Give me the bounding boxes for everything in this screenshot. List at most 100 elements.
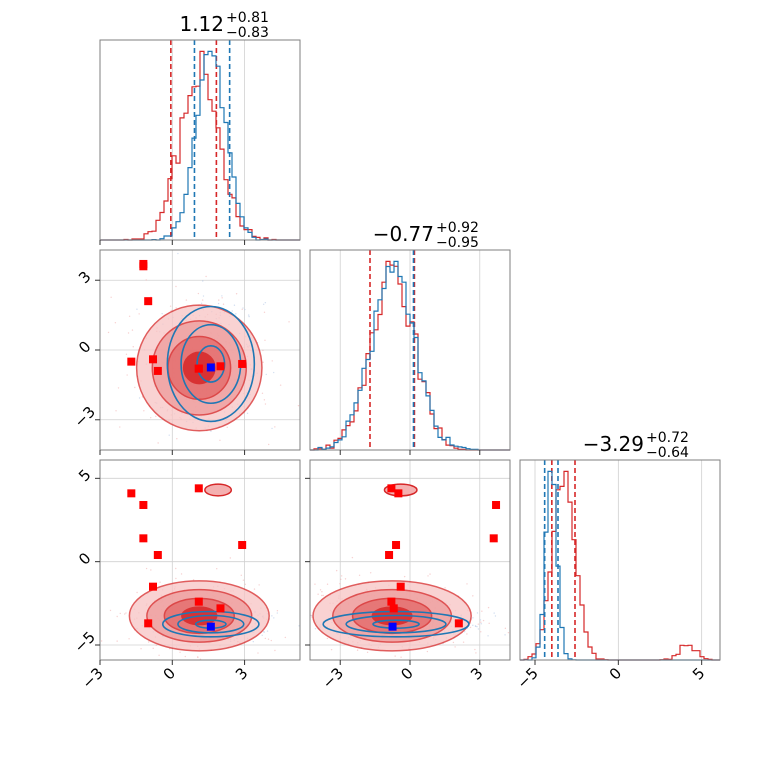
sample-point — [132, 346, 134, 348]
sample-point — [158, 654, 160, 656]
sample-point — [474, 648, 476, 651]
sample-point — [119, 426, 121, 428]
marker-red — [396, 582, 405, 591]
marker-red — [385, 551, 394, 559]
sample-point — [219, 439, 221, 441]
sample-point — [125, 612, 127, 614]
sample-point — [263, 311, 266, 313]
sample-point — [394, 655, 396, 657]
sample-point — [180, 573, 183, 575]
sample-point — [344, 578, 347, 580]
sample-point — [253, 588, 256, 590]
sample-point — [258, 584, 260, 586]
marker-red — [149, 582, 158, 591]
sample-point — [240, 574, 242, 576]
sample-point — [152, 647, 154, 650]
title-median-p1: 1.12 — [179, 12, 224, 36]
sample-point — [274, 649, 276, 652]
sample-point — [263, 399, 266, 401]
sample-point — [222, 303, 225, 305]
sample-point — [94, 629, 95, 630]
sample-point — [119, 612, 121, 615]
marker-red — [387, 597, 396, 606]
title-plus-p2: +0.92 — [436, 220, 479, 236]
title-minus-p2: −0.95 — [436, 235, 479, 251]
sample-point — [136, 308, 138, 310]
sample-point — [263, 631, 265, 633]
x-tick-label-p2: 3 — [467, 664, 486, 683]
sample-point — [233, 304, 236, 306]
sample-point — [308, 659, 309, 660]
sample-point — [266, 630, 269, 632]
sample-point — [340, 575, 343, 577]
sample-point — [175, 307, 177, 309]
marker-red — [149, 355, 158, 364]
sample-point — [205, 275, 207, 278]
sample-point — [216, 567, 218, 570]
sample-point — [288, 321, 290, 323]
sample-point — [319, 589, 322, 591]
sample-point — [226, 426, 228, 429]
sample-point — [264, 403, 267, 405]
sample-point — [116, 640, 118, 642]
sample-point — [264, 339, 266, 341]
marker-red — [127, 357, 136, 366]
sample-point — [262, 303, 265, 305]
sample-point — [169, 305, 172, 307]
sample-point — [322, 594, 324, 597]
sample-point — [358, 574, 361, 576]
y-tick-label-p3: 5 — [75, 466, 94, 485]
sample-point — [310, 615, 313, 617]
sample-point — [252, 640, 254, 643]
contour-blue-level-2 — [196, 345, 226, 383]
sample-point — [429, 573, 431, 575]
y-tick-label-p2: 0 — [75, 337, 94, 356]
sample-point — [169, 662, 170, 663]
panel-frame-2-2 — [519, 459, 721, 661]
sample-point — [466, 633, 468, 635]
sample-point — [157, 442, 159, 444]
sample-point — [472, 595, 474, 597]
sample-point — [91, 610, 92, 611]
sample-point — [302, 409, 303, 410]
y-tick-label-p2: −3 — [71, 403, 99, 431]
sample-point — [209, 453, 210, 454]
sample-point — [161, 312, 163, 315]
density-panel-p1-p2 — [107, 252, 303, 454]
sample-point — [264, 637, 267, 640]
marker-red — [194, 484, 203, 493]
sample-point — [128, 638, 130, 640]
title-minus-p1: −0.83 — [226, 25, 269, 41]
sample-point — [145, 567, 148, 570]
sample-point — [217, 302, 220, 305]
sample-point — [444, 587, 446, 589]
sample-point — [493, 612, 495, 614]
sample-point — [326, 637, 329, 640]
sample-point — [507, 631, 510, 634]
marker-red — [387, 484, 396, 493]
sample-point — [298, 625, 300, 627]
sample-point — [339, 583, 341, 585]
sample-point — [426, 650, 429, 653]
sample-point — [110, 296, 112, 298]
sample-point — [180, 662, 181, 663]
sample-point — [127, 332, 130, 334]
sample-point — [210, 430, 212, 432]
x-tick-label-p1: 0 — [160, 664, 179, 683]
contour-blue-level-0 — [166, 305, 256, 423]
sample-point — [134, 386, 136, 389]
histogram-p1-series-0 — [100, 50, 300, 241]
sample-point — [308, 606, 309, 607]
sample-point — [271, 427, 273, 430]
x-tick-label-p2: −3 — [319, 664, 347, 692]
sample-point — [202, 280, 204, 282]
sample-point — [246, 412, 249, 415]
sample-point — [257, 652, 259, 654]
sample-point — [219, 683, 220, 684]
sample-point — [231, 310, 233, 312]
sample-point — [326, 583, 329, 585]
marker-blue — [388, 622, 397, 631]
sample-point — [351, 556, 354, 559]
sample-point — [126, 374, 128, 376]
